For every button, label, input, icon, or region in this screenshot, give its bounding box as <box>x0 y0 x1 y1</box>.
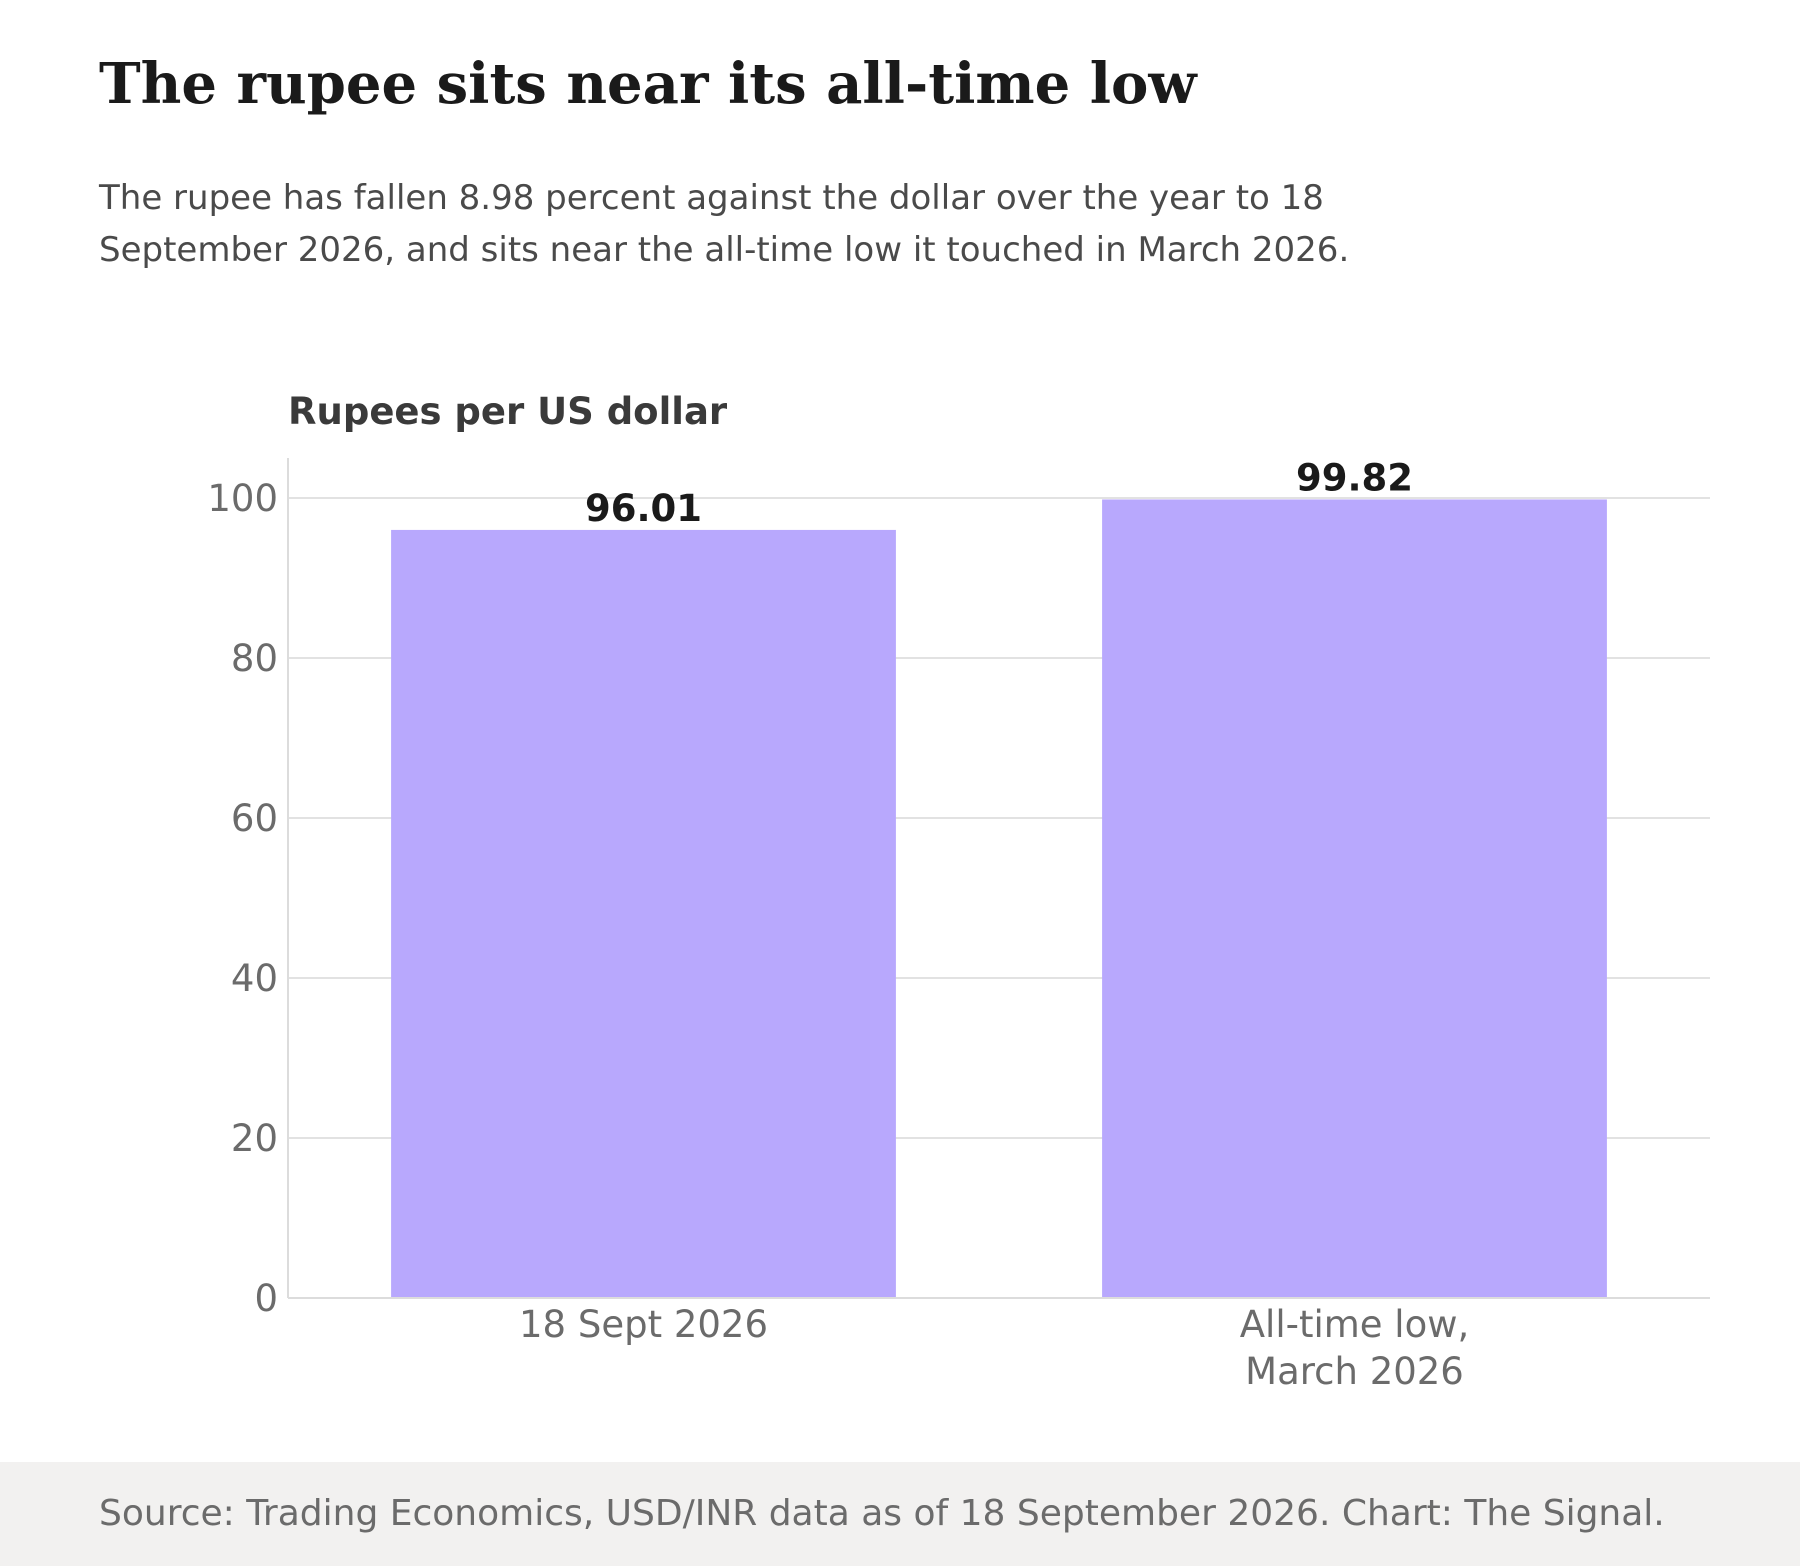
y-tick-label: 80 <box>231 637 278 680</box>
y-axis-title: Rupees per US dollar <box>288 390 728 433</box>
x-tick-label: 18 Sept 2026 <box>519 1303 768 1346</box>
labels: 0 20 40 60 80 100 96.01 18 Sept 2026 99.82 All-ti… <box>207 456 1469 1393</box>
y-tick-label: 60 <box>231 797 278 840</box>
bar-value-label: 96.01 <box>585 487 702 530</box>
bar-chart: Rupees per US dollar 0 20 40 60 80 100 96.01 18… <box>207 390 1710 1393</box>
chart-subtitle: The rupee has fallen 8.98 percent agains… <box>99 178 1350 270</box>
axes <box>287 458 1710 1299</box>
y-tick-label: 20 <box>231 1117 278 1160</box>
x-tick-label: All-time low, <box>1240 1303 1470 1346</box>
bar-value-label: 99.82 <box>1296 456 1413 499</box>
bars <box>391 499 1607 1298</box>
y-tick-label: 40 <box>231 957 278 1000</box>
source-note: Source: Trading Economics, USD/INR data … <box>99 1493 1665 1534</box>
x-tick-label: March 2026 <box>1245 1350 1464 1393</box>
bar <box>1102 499 1607 1298</box>
bar <box>391 529 896 1298</box>
chart-title: The rupee sits near its all-time low <box>99 51 1197 117</box>
y-tick-label: 0 <box>254 1277 278 1320</box>
footer: Source: Trading Economics, USD/INR data … <box>0 1462 1800 1566</box>
y-tick-label: 100 <box>207 477 278 520</box>
